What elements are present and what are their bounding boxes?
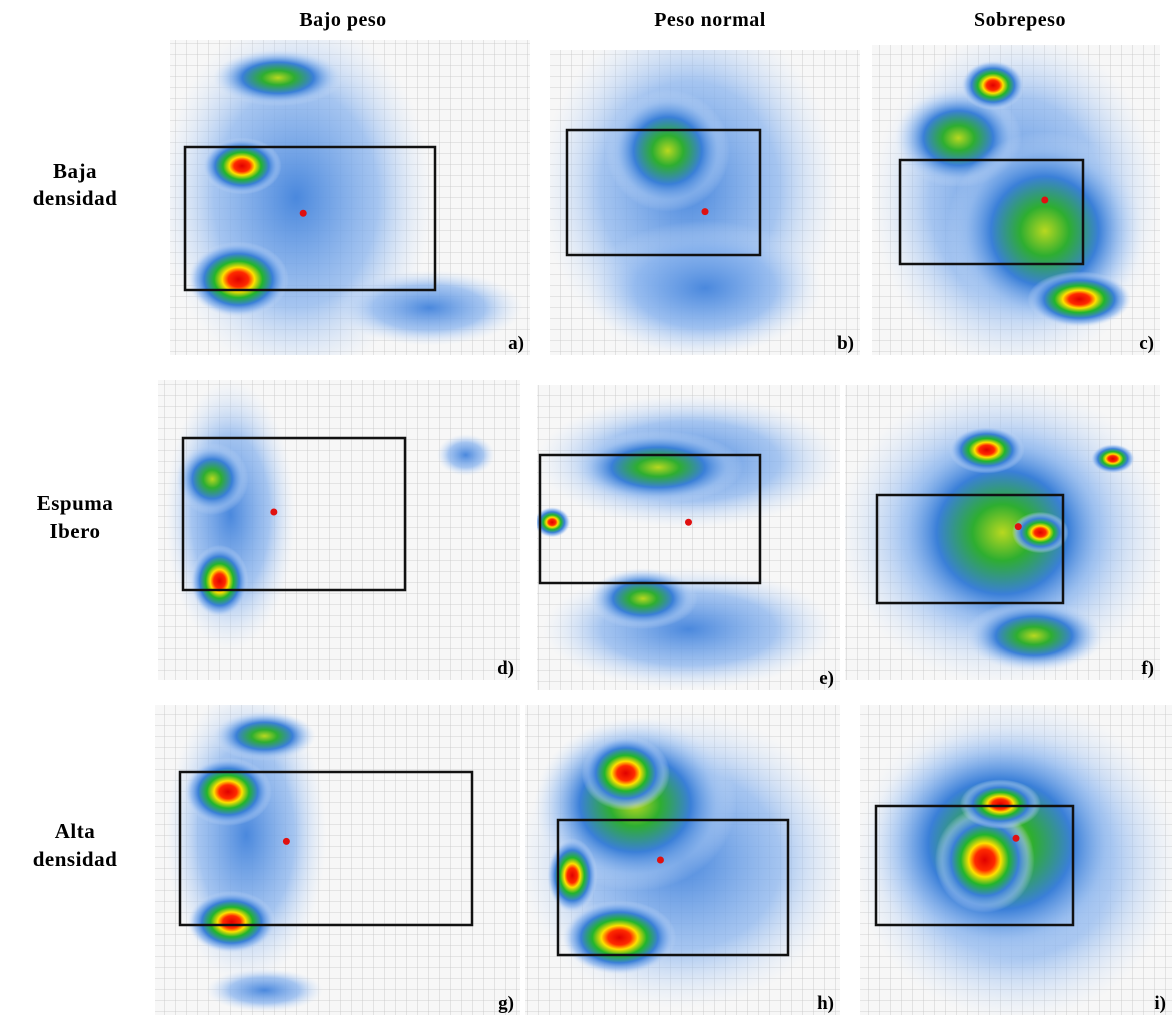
pressure-map <box>550 50 860 355</box>
pressure-blob <box>190 545 249 617</box>
panel-label: b) <box>837 333 854 354</box>
pressure-blob <box>176 443 249 515</box>
pressure-blob <box>1027 271 1132 328</box>
pressure-blob <box>213 711 316 761</box>
pressure-blob <box>213 49 343 107</box>
center-point <box>1012 834 1020 842</box>
pressure-blob <box>547 838 598 913</box>
panel-label: a) <box>508 333 524 354</box>
row-label: Alta <box>55 819 96 843</box>
reference-box <box>898 158 1085 266</box>
panel-label: g) <box>498 993 514 1014</box>
center-point <box>1041 196 1049 204</box>
pressure-blob <box>188 241 289 318</box>
pressure-blob <box>1011 511 1069 554</box>
center-point <box>282 837 290 845</box>
pressure-blob <box>1090 444 1135 474</box>
center-point <box>701 208 709 216</box>
panel-label: c) <box>1139 333 1154 354</box>
pressure-blob <box>934 807 1035 913</box>
panel-label: h) <box>817 993 834 1014</box>
center-point <box>299 209 307 217</box>
reference-box <box>183 145 437 292</box>
pressure-blob <box>436 434 495 476</box>
pressure-map <box>158 380 520 680</box>
pressure-blob <box>959 779 1041 829</box>
center-point <box>270 508 278 516</box>
row-label: densidad <box>33 847 118 871</box>
panel-label: d) <box>497 658 514 679</box>
row-label: densidad <box>33 186 118 210</box>
pressure-blob <box>964 600 1104 672</box>
pressure-map <box>525 705 840 1015</box>
pressure-blob <box>581 736 670 811</box>
row-label: Ibero <box>49 519 100 543</box>
pressure-blob <box>537 507 571 538</box>
pressure-blob <box>184 757 272 826</box>
center-point <box>1014 523 1022 531</box>
pressure-map <box>845 385 1160 680</box>
center-point <box>685 518 692 526</box>
pressure-blob <box>588 568 698 629</box>
column-header: Sobrepeso <box>974 9 1066 31</box>
pressure-blob <box>587 220 823 355</box>
pressure-blob <box>605 89 730 212</box>
pressure-map <box>170 40 530 355</box>
reference-box <box>874 804 1075 927</box>
pressure-blob <box>335 269 523 346</box>
panel-label: f) <box>1141 658 1154 679</box>
center-point <box>656 856 664 864</box>
reference-box <box>875 493 1065 605</box>
row-label: Baja <box>53 159 97 183</box>
reference-box <box>565 128 762 257</box>
row-label: Espuma <box>37 491 114 515</box>
pressure-map <box>872 45 1160 355</box>
pressure-map <box>860 705 1172 1015</box>
pressure-map <box>155 705 520 1015</box>
pressure-blob <box>187 891 276 953</box>
pressure-blob <box>206 968 323 1012</box>
pressure-blob <box>562 900 677 975</box>
reference-box <box>178 770 474 927</box>
pressure-blob <box>573 430 744 504</box>
panel-label: i) <box>1154 993 1166 1014</box>
pressure-blob <box>961 60 1025 111</box>
panel-label: e) <box>819 668 834 689</box>
reference-box <box>556 818 790 957</box>
reference-box <box>181 436 407 592</box>
column-header: Bajo peso <box>299 9 386 31</box>
column-header: Peso normal <box>654 9 766 31</box>
pressure-map <box>537 385 840 690</box>
pressure-blob <box>948 426 1025 474</box>
pressure-blob <box>202 137 282 195</box>
reference-box <box>538 453 762 585</box>
